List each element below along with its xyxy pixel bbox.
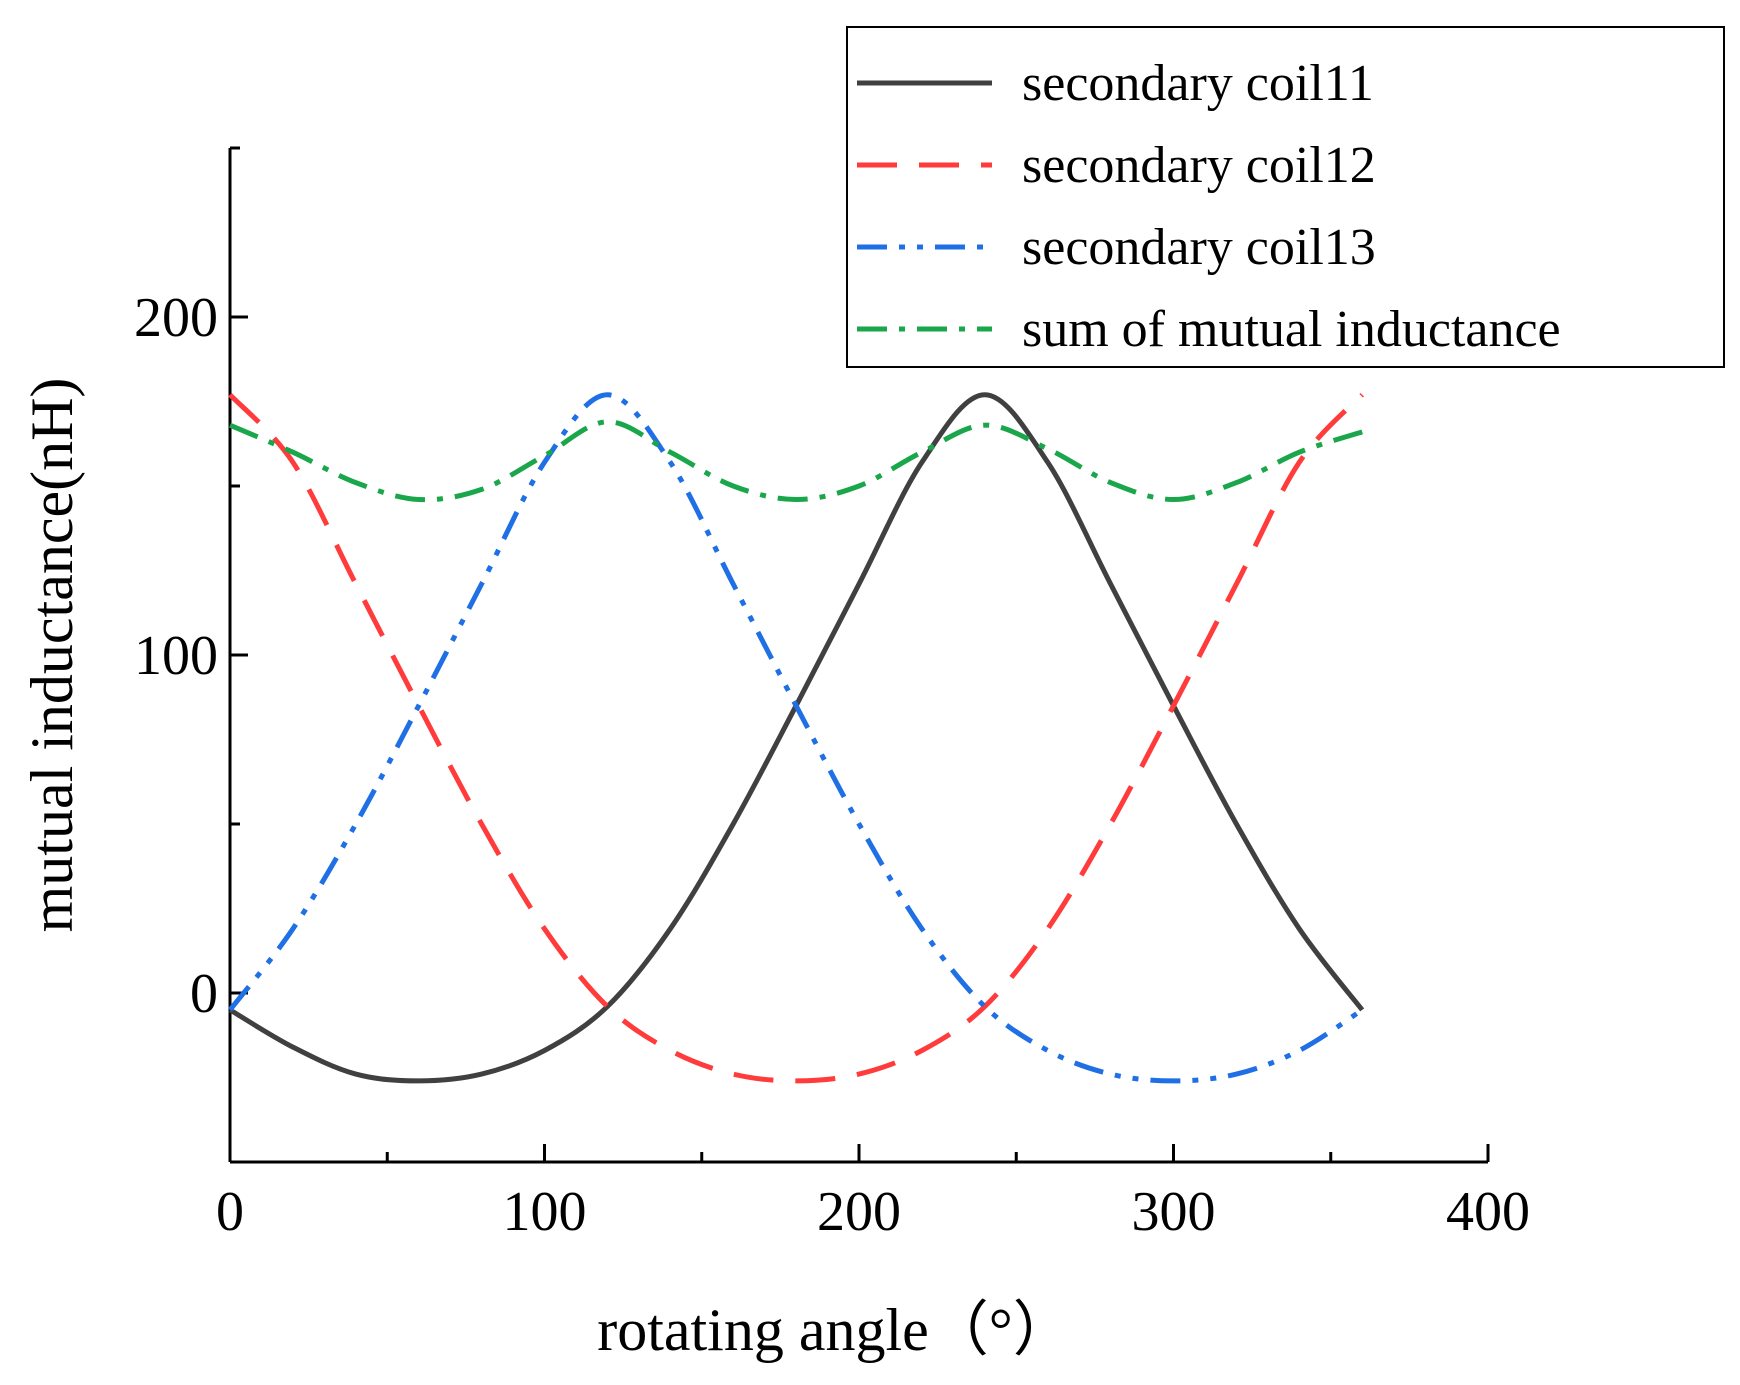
series-line-1 [228,392,1365,1084]
legend: secondary coil11 secondary coil12 secondar… [846,26,1725,368]
y-axis-title: mutual inductance(nH) [19,378,85,933]
series-line-3 [228,392,1364,1084]
axes: 0 100 200 300 400 0 100 200 [134,146,1530,1243]
x-tick-label: 400 [1446,1181,1530,1243]
legend-label: secondary coil12 [1022,137,1376,194]
x-tick-label: 0 [216,1181,244,1243]
legend-box [846,26,1725,368]
series-line-2 [228,392,1365,1084]
y-tick-label: 0 [190,963,218,1025]
x-tick-label: 300 [1132,1181,1216,1243]
legend-label: secondary coil13 [1022,219,1376,276]
x-tick-label: 200 [817,1181,901,1243]
y-tick-label: 100 [134,625,218,687]
series-line-4 [229,419,1363,503]
legend-label: secondary coil11 [1022,55,1374,112]
legend-label: sum of mutual inductance [1022,301,1561,358]
series-layer [228,392,1365,1084]
y-tick-label: 200 [134,287,218,349]
x-axis-title: rotating angle（°） [597,1297,1073,1363]
x-tick-label: 100 [503,1181,587,1243]
